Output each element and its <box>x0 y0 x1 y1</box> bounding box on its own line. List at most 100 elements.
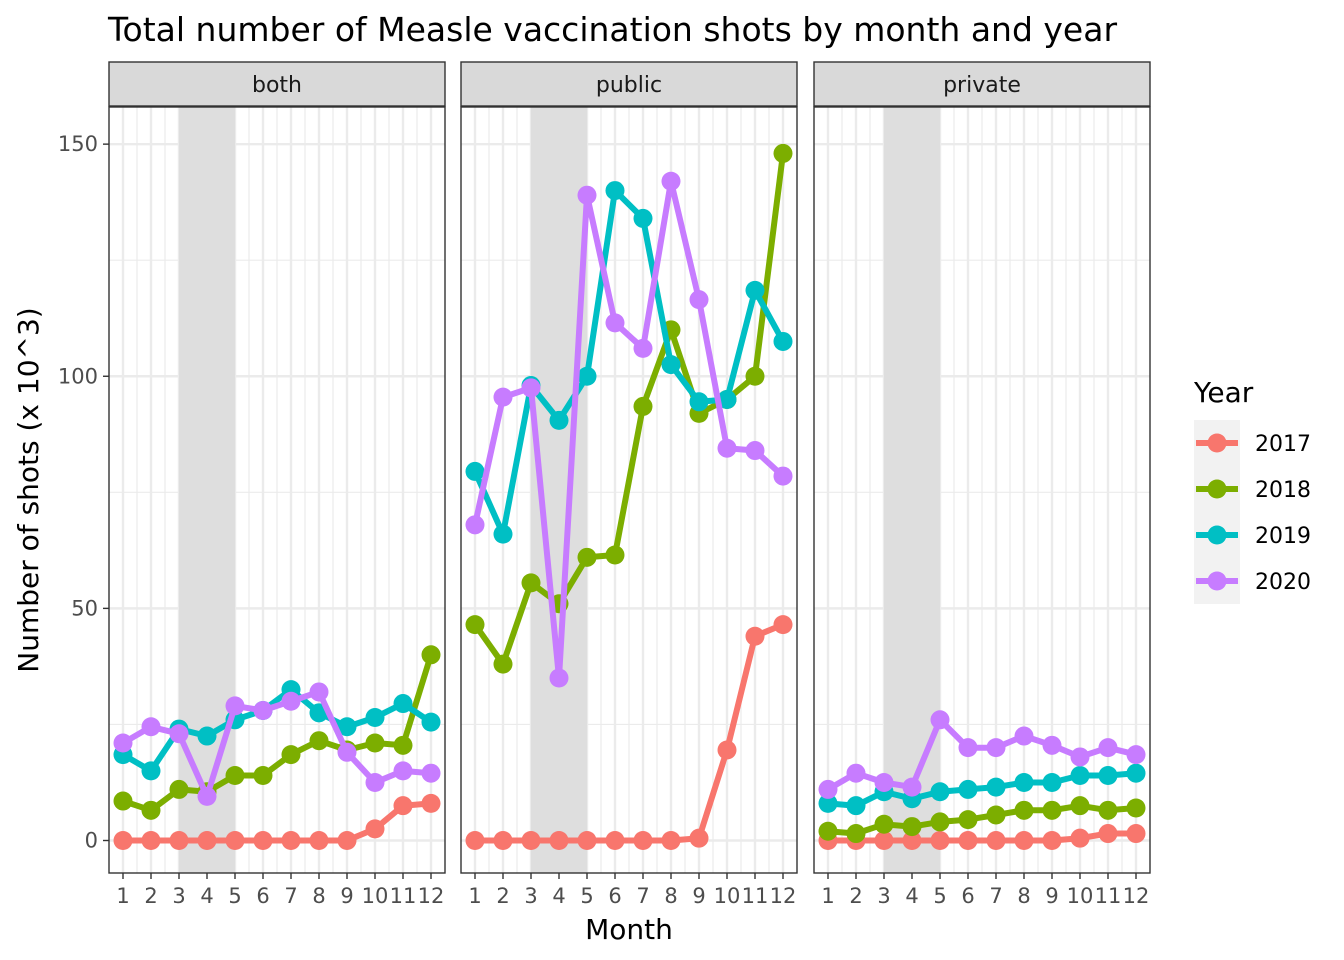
data-point-2019 <box>493 524 513 544</box>
legend-item-2019: 2019 <box>1194 512 1311 558</box>
data-point-2018 <box>1014 800 1034 820</box>
data-point-2017 <box>1042 831 1062 851</box>
data-point-2019 <box>818 793 838 813</box>
data-point-2020 <box>337 742 357 762</box>
data-point-2020 <box>577 185 597 205</box>
data-point-2017 <box>113 831 133 851</box>
data-point-2020 <box>225 696 245 716</box>
data-point-2019 <box>141 761 161 781</box>
data-point-2019 <box>393 694 413 714</box>
strip-label: public <box>596 73 662 98</box>
data-point-2017 <box>549 831 569 851</box>
data-point-2017 <box>365 819 385 839</box>
data-point-2017 <box>958 831 978 851</box>
data-point-2017 <box>605 831 625 851</box>
data-point-2020 <box>818 779 838 799</box>
data-point-2018 <box>773 143 793 163</box>
x-tick-label: 5 <box>580 884 593 908</box>
data-point-2020 <box>986 738 1006 758</box>
data-point-2017 <box>1070 828 1090 848</box>
data-point-2017 <box>309 831 329 851</box>
data-point-2019 <box>661 355 681 375</box>
data-point-2020 <box>661 171 681 191</box>
legend-label: 2017 <box>1255 432 1311 457</box>
data-point-2020 <box>1098 738 1118 758</box>
data-point-2019 <box>717 389 737 409</box>
data-point-2018 <box>253 766 273 786</box>
data-point-2017 <box>986 831 1006 851</box>
data-point-2020 <box>773 466 793 486</box>
y-tick-label: 0 <box>85 829 98 853</box>
data-point-2020 <box>521 378 541 398</box>
data-point-2019 <box>421 712 441 732</box>
data-point-2018 <box>225 766 245 786</box>
data-point-2019 <box>986 777 1006 797</box>
x-axis-title: Month <box>585 913 673 946</box>
legend-item-2018: 2018 <box>1194 466 1311 512</box>
data-point-2017 <box>1014 831 1034 851</box>
data-point-2020 <box>846 763 866 783</box>
data-point-2017 <box>689 828 709 848</box>
data-point-2019 <box>549 410 569 430</box>
data-point-2018 <box>958 810 978 830</box>
legend-item-2017: 2017 <box>1194 420 1311 466</box>
x-tick-label: 5 <box>933 884 946 908</box>
x-tick-label: 10 <box>714 884 741 908</box>
x-tick-label: 1 <box>116 884 129 908</box>
data-point-2017 <box>773 615 793 635</box>
y-axis-title: Number of shots (x 10^3) <box>12 307 45 672</box>
data-point-2019 <box>1126 763 1146 783</box>
data-point-2020 <box>113 733 133 753</box>
legend-item-2020: 2020 <box>1194 558 1311 604</box>
data-point-2017 <box>633 831 653 851</box>
data-point-2017 <box>337 831 357 851</box>
data-point-2019 <box>773 331 793 351</box>
data-point-2020 <box>141 717 161 737</box>
x-tick-label: 11 <box>742 884 769 908</box>
data-point-2020 <box>465 515 485 535</box>
data-point-2017 <box>421 793 441 813</box>
data-point-2020 <box>745 441 765 461</box>
data-point-2018 <box>281 745 301 765</box>
data-point-2020 <box>874 772 894 792</box>
data-point-2020 <box>1126 745 1146 765</box>
x-tick-label: 7 <box>284 884 297 908</box>
data-point-2020 <box>253 701 273 721</box>
data-point-2018 <box>493 654 513 674</box>
data-point-2017 <box>874 831 894 851</box>
data-point-2019 <box>930 782 950 802</box>
shaded-band <box>884 107 940 873</box>
data-point-2020 <box>1070 747 1090 767</box>
data-point-2019 <box>337 717 357 737</box>
data-point-2018 <box>1098 800 1118 820</box>
y-tick-label: 100 <box>58 364 98 388</box>
x-tick-label: 3 <box>877 884 890 908</box>
data-point-2018 <box>874 814 894 834</box>
data-point-2019 <box>1014 772 1034 792</box>
data-point-2017 <box>493 831 513 851</box>
x-tick-label: 4 <box>905 884 918 908</box>
data-point-2020 <box>393 761 413 781</box>
data-point-2020 <box>902 777 922 797</box>
legend-title: Year <box>1193 376 1254 409</box>
x-tick-label: 4 <box>200 884 213 908</box>
data-point-2020 <box>689 290 709 310</box>
data-point-2018 <box>141 800 161 820</box>
x-tick-label: 9 <box>1045 884 1058 908</box>
data-point-2020 <box>493 387 513 407</box>
legend-label: 2019 <box>1255 524 1311 549</box>
x-tick-label: 8 <box>664 884 677 908</box>
x-tick-label: 9 <box>340 884 353 908</box>
x-tick-label: 3 <box>172 884 185 908</box>
data-point-2019 <box>1070 766 1090 786</box>
legend-key-point <box>1207 433 1227 453</box>
data-point-2017 <box>745 626 765 646</box>
data-point-2018 <box>1070 796 1090 816</box>
x-tick-label: 12 <box>770 884 797 908</box>
data-point-2020 <box>633 338 653 358</box>
x-tick-label: 7 <box>636 884 649 908</box>
data-point-2018 <box>818 821 838 841</box>
data-point-2017 <box>169 831 189 851</box>
